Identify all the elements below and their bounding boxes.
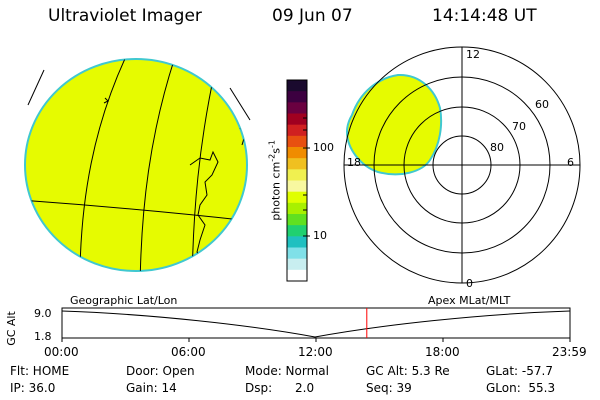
polar-label-80: 80 [490, 141, 504, 154]
colorbar-stripe [287, 191, 307, 204]
polar-label-70: 70 [512, 120, 526, 133]
colorbar-stripe [287, 180, 307, 193]
colorbar-tick-100: 100 [313, 141, 334, 154]
x-tick-0000: 00:00 [44, 345, 79, 359]
colorbar-stripe [287, 169, 307, 181]
glat-status: GLat: -57.7 [486, 364, 553, 378]
colorbar-stripe [287, 102, 307, 114]
glon-status: GLon: 55.3 [486, 381, 556, 395]
date-label: 09 Jun 07 [272, 6, 353, 26]
coastline [189, 150, 219, 271]
colorbar-stripe [287, 225, 307, 237]
parallel-line [25, 199, 247, 223]
x-tick-2359: 23:59 [552, 345, 587, 359]
gc-alt-status: GC Alt: 5.3 Re [366, 364, 450, 378]
colorbar-stripe [287, 91, 307, 103]
x-tick-1800: 18:00 [425, 345, 460, 359]
colorbar-stripe [287, 258, 307, 271]
colorbar-stripe [287, 135, 307, 148]
colorbar-stripe [287, 247, 307, 260]
altitude-y-top: 9.0 [34, 307, 52, 320]
apex-label: Apex MLat/MLT [428, 294, 511, 307]
altitude-y-bottom: 1.8 [34, 330, 52, 343]
mode-status: Mode: Normal [245, 364, 329, 378]
x-tick-0600: 06:00 [171, 345, 206, 359]
colorbar-stripe [287, 147, 307, 159]
colorbar-stripe [287, 214, 307, 226]
coastline [103, 97, 109, 104]
polar-label-12: 12 [466, 48, 480, 61]
colorbar-stripe [287, 113, 307, 126]
dsp-status: Dsp: 2.0 [245, 381, 315, 395]
polar-label-6: 6 [567, 156, 574, 169]
x-tick-1200: 12:00 [298, 345, 333, 359]
geographic-label: Geographic Lat/Lon [70, 294, 178, 307]
door-status: Door: Open [126, 364, 195, 378]
colorbar-stripe [287, 124, 307, 137]
flight-status: Flt: HOME [10, 364, 70, 378]
colorbar-stripe [287, 158, 307, 170]
meridian-line [27, 69, 45, 106]
colorbar-stripe [287, 269, 307, 282]
polar-label-60: 60 [535, 98, 549, 111]
colorbar-stripe [287, 80, 307, 92]
gain-status: Gain: 14 [126, 381, 177, 395]
ip-status: IP: 36.0 [10, 381, 56, 395]
colorbar-tick-10: 10 [313, 229, 327, 242]
colorbar-stripe [287, 202, 307, 215]
colorbar-stripe [287, 236, 307, 248]
meridian-line [229, 87, 251, 121]
geo-disk [24, 58, 248, 272]
altitude-curve [61, 310, 571, 338]
instrument-title: Ultraviolet Imager [48, 6, 202, 26]
meridian-line [139, 59, 179, 271]
seq-status: Seq: 39 [366, 381, 412, 395]
time-label: 14:14:48 UT [432, 6, 537, 26]
polar-label-18: 18 [347, 156, 361, 169]
polar-image [345, 73, 443, 176]
polar-label-0: 0 [466, 277, 473, 290]
